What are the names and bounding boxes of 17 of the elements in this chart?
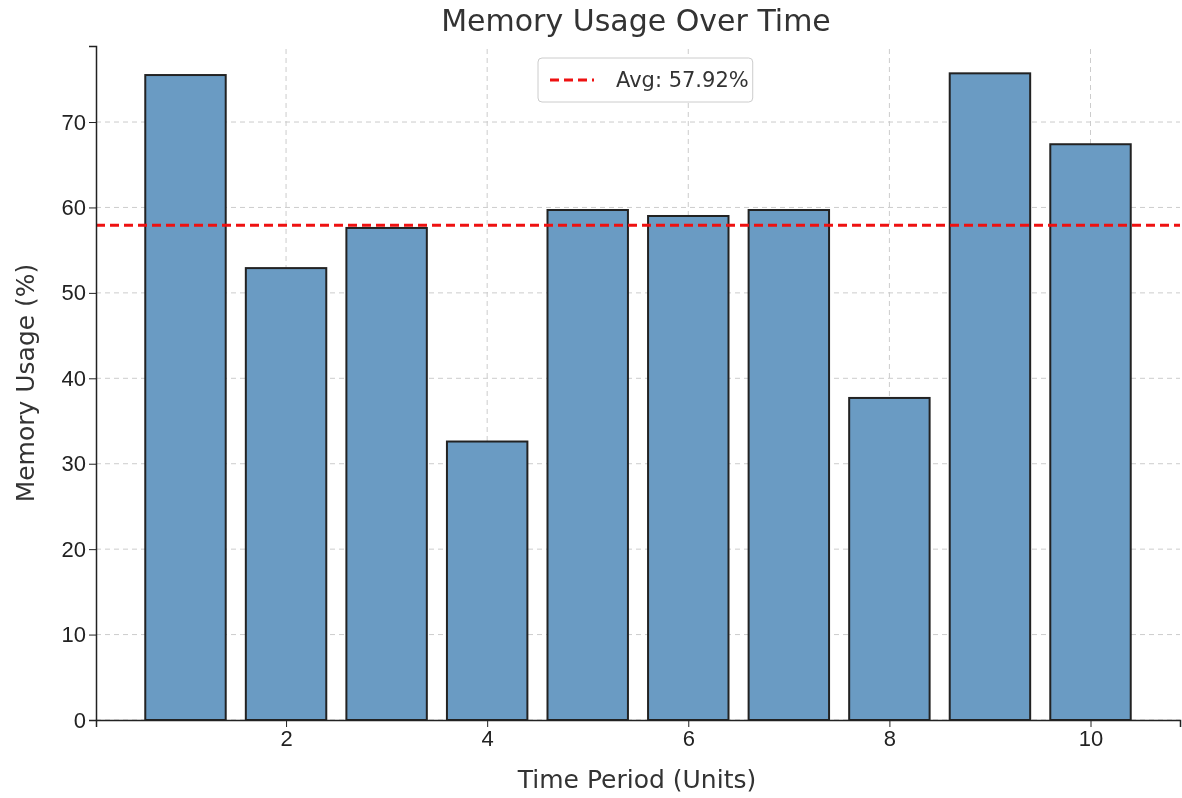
x-tick-label: 8 <box>883 725 897 751</box>
y-tick-label: 70 <box>61 109 86 135</box>
chart-title: Memory Usage Over Time <box>441 3 831 38</box>
legend-label: Avg: 57.92% <box>616 68 749 92</box>
y-axis-title: Memory Usage (%) <box>11 263 40 503</box>
y-tick-label: 50 <box>61 280 86 306</box>
y-tick-label: 40 <box>61 365 86 391</box>
y-tick-label: 30 <box>61 451 86 477</box>
y-tick-label: 60 <box>61 194 86 220</box>
x-axis-title: Time Period (Units) <box>516 765 757 794</box>
y-tick-label: 10 <box>61 622 86 648</box>
x-tick-label: 4 <box>481 725 494 751</box>
x-tick-label: 2 <box>280 725 293 751</box>
x-tick-label: 6 <box>682 725 695 751</box>
x-tick-label: 10 <box>1078 725 1104 751</box>
y-tick-label: 20 <box>61 536 86 562</box>
y-tick-label: 0 <box>73 707 86 733</box>
